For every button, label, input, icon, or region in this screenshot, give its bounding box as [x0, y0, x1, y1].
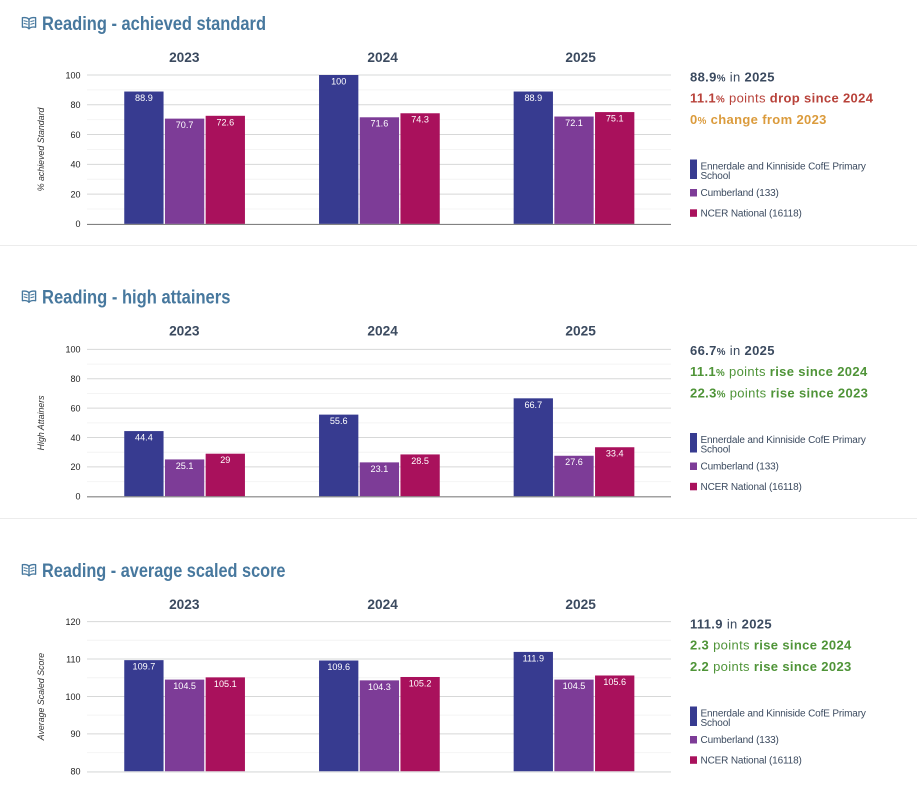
svg-text:72.1: 72.1: [565, 118, 583, 128]
svg-text:High Attainers: High Attainers: [36, 395, 46, 451]
svg-text:2025: 2025: [565, 50, 596, 65]
svg-text:Reading - achieved standard: Reading - achieved standard: [42, 14, 266, 35]
svg-text:60: 60: [70, 403, 80, 413]
svg-text:11.1% points rise since 2024: 11.1% points rise since 2024: [690, 364, 868, 379]
svg-text:2.2 points rise since 2023: 2.2 points rise since 2023: [690, 659, 852, 674]
svg-text:104.5: 104.5: [173, 681, 196, 691]
svg-text:Cumberland (133): Cumberland (133): [701, 735, 779, 746]
svg-text:2023: 2023: [169, 50, 200, 65]
svg-text:74.3: 74.3: [411, 115, 429, 125]
svg-text:NCER National (16118): NCER National (16118): [701, 482, 802, 493]
svg-text:2024: 2024: [367, 597, 398, 612]
svg-text:25.1: 25.1: [176, 461, 194, 471]
svg-text:105.2: 105.2: [409, 678, 432, 688]
svg-text:70.7: 70.7: [176, 120, 194, 130]
svg-text:2023: 2023: [169, 324, 200, 339]
svg-text:2.3 points rise since 2024: 2.3 points rise since 2024: [690, 638, 852, 653]
svg-text:0: 0: [75, 219, 80, 229]
svg-text:104.5: 104.5: [563, 681, 586, 691]
svg-text:80: 80: [70, 100, 80, 110]
svg-text:11.1% points drop since 2024: 11.1% points drop since 2024: [690, 91, 874, 106]
svg-text:55.6: 55.6: [330, 416, 348, 426]
svg-text:27.6: 27.6: [565, 457, 583, 467]
svg-text:2025: 2025: [565, 324, 596, 339]
svg-text:72.6: 72.6: [216, 117, 234, 127]
svg-text:Cumberland (133): Cumberland (133): [701, 462, 779, 473]
svg-text:100: 100: [331, 76, 346, 86]
svg-text:Reading - high attainers: Reading - high attainers: [42, 288, 230, 309]
svg-text:71.6: 71.6: [371, 119, 389, 129]
svg-text:Ennerdale and Kinniside CofE P: Ennerdale and Kinniside CofE Primary: [701, 435, 866, 446]
svg-text:29: 29: [220, 455, 230, 465]
svg-text:20: 20: [70, 189, 80, 199]
svg-text:28.5: 28.5: [411, 456, 429, 466]
svg-text:100: 100: [65, 70, 80, 80]
svg-text:20: 20: [70, 462, 80, 472]
svg-text:40: 40: [70, 433, 80, 443]
svg-text:111.9: 111.9: [523, 653, 544, 663]
svg-text:0% change from 2023: 0% change from 2023: [690, 112, 827, 127]
svg-text:2024: 2024: [367, 324, 398, 339]
svg-text:NCER National (16118): NCER National (16118): [701, 755, 802, 766]
svg-text:2025: 2025: [565, 597, 596, 612]
svg-text:80: 80: [70, 767, 80, 777]
svg-text:105.1: 105.1: [214, 679, 237, 689]
svg-text:111.9 in 2025: 111.9 in 2025: [690, 616, 772, 631]
svg-text:2024: 2024: [367, 50, 398, 65]
svg-text:66.7: 66.7: [524, 400, 542, 410]
svg-text:23.1: 23.1: [371, 464, 389, 474]
svg-text:School: School: [701, 445, 731, 456]
svg-text:% achieved Standard: % achieved Standard: [36, 106, 46, 191]
svg-text:Ennerdale and Kinniside CofE P: Ennerdale and Kinniside CofE Primary: [701, 709, 866, 720]
svg-text:Average Scaled Score: Average Scaled Score: [36, 653, 46, 741]
svg-text:2023: 2023: [169, 597, 200, 612]
svg-text:100: 100: [65, 345, 80, 355]
svg-text:88.9: 88.9: [135, 93, 153, 103]
svg-text:104.3: 104.3: [368, 682, 391, 692]
svg-text:40: 40: [70, 160, 80, 170]
svg-text:44.4: 44.4: [135, 433, 153, 443]
svg-text:Reading - average scaled score: Reading - average scaled score: [42, 561, 286, 582]
svg-text:88.9: 88.9: [524, 93, 542, 103]
svg-text:109.6: 109.6: [327, 662, 350, 672]
svg-text:60: 60: [70, 130, 80, 140]
svg-text:0: 0: [75, 492, 80, 502]
svg-text:105.6: 105.6: [603, 677, 626, 687]
svg-text:88.9% in 2025: 88.9% in 2025: [690, 69, 775, 84]
svg-text:100: 100: [65, 692, 80, 702]
svg-text:NCER National (16118): NCER National (16118): [701, 208, 802, 219]
svg-text:66.7% in 2025: 66.7% in 2025: [690, 343, 775, 358]
svg-text:22.3% points rise since 2023: 22.3% points rise since 2023: [690, 386, 868, 401]
svg-text:120: 120: [65, 617, 80, 627]
svg-text:109.7: 109.7: [133, 662, 156, 672]
svg-text:School: School: [701, 171, 731, 182]
svg-text:90: 90: [70, 729, 80, 739]
svg-text:75.1: 75.1: [606, 114, 624, 124]
svg-text:80: 80: [70, 374, 80, 384]
svg-text:110: 110: [66, 654, 80, 664]
svg-text:Cumberland (133): Cumberland (133): [701, 188, 779, 199]
svg-text:School: School: [701, 718, 731, 729]
svg-text:Ennerdale and Kinniside CofE P: Ennerdale and Kinniside CofE Primary: [701, 162, 866, 173]
svg-text:33.4: 33.4: [606, 449, 624, 459]
